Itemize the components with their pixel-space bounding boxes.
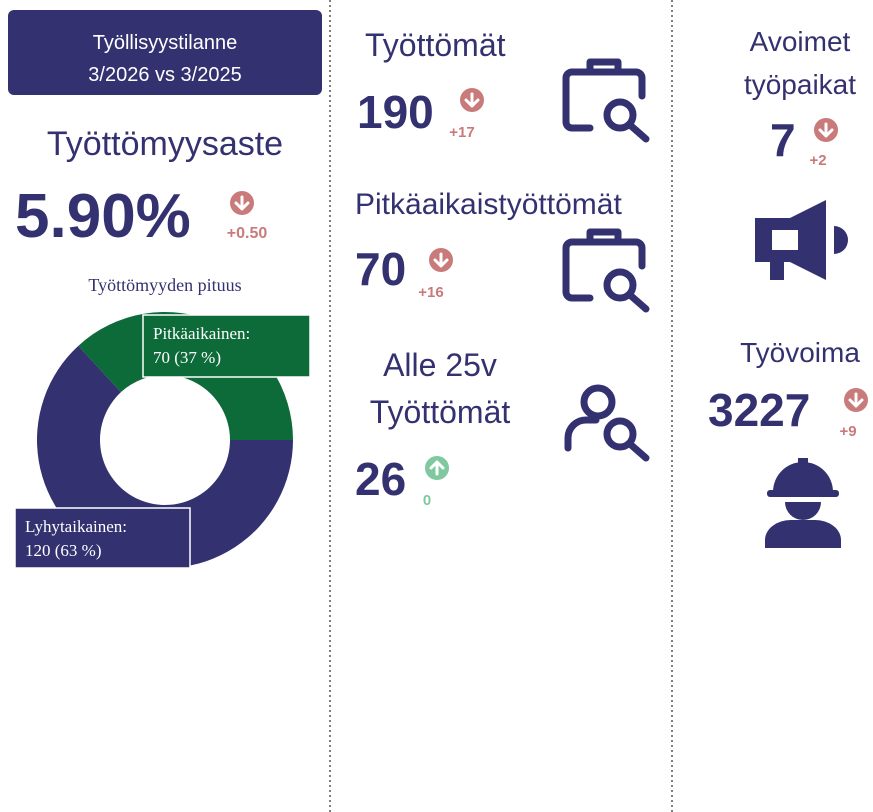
- kpi-change: 0: [423, 492, 431, 509]
- rate-change: +0.50: [227, 225, 268, 242]
- kpi-label: työpaikat: [744, 69, 856, 100]
- header-period: 3/2026 vs 3/2025: [88, 64, 241, 86]
- chart-title: Työttömyyden pituus: [88, 275, 241, 295]
- data-label-box: [14, 507, 191, 569]
- briefcase-search-icon: [562, 228, 650, 313]
- data-label: Lyhytaikainen:: [25, 517, 127, 536]
- kpi-label: Työttömät: [370, 394, 511, 430]
- trend-arrow: [464, 92, 480, 108]
- rate-label: Työttömyysaste: [47, 125, 283, 163]
- kpi-label: Alle 25v: [383, 347, 497, 383]
- kpi-value: 190: [357, 86, 434, 138]
- trend-arrow: [433, 252, 449, 268]
- data-label: Pitkäaikainen:: [153, 324, 250, 343]
- trend-arrow: [848, 392, 864, 408]
- kpi-label: Avoimet: [750, 26, 851, 57]
- kpi-label: Pitkäaikaistyöttömät: [355, 188, 622, 221]
- kpi-change: +17: [449, 124, 474, 141]
- kpi-value: 7: [770, 114, 796, 166]
- worker-icon: [765, 458, 841, 548]
- trend-arrow: [429, 460, 445, 476]
- kpi-value: 26: [355, 453, 406, 505]
- kpi-change: +16: [418, 284, 443, 301]
- data-label: 70 (37 %): [153, 348, 221, 367]
- kpi-value: 3227: [708, 384, 810, 436]
- trend-arrow: [234, 195, 250, 211]
- kpi-change: +2: [809, 152, 826, 169]
- kpi-value: 70: [355, 243, 406, 295]
- header-box: [8, 10, 322, 95]
- header-title: Työllisyystilanne: [93, 32, 238, 54]
- kpi-label: Työttömät: [365, 27, 506, 63]
- data-label: 120 (63 %): [25, 541, 101, 560]
- rate-value: 5.90%: [15, 182, 191, 251]
- kpi-label: Työvoima: [740, 337, 860, 368]
- person-search-icon: [564, 384, 650, 462]
- trend-arrow: [818, 122, 834, 138]
- data-label-box: [142, 314, 311, 378]
- briefcase-search-icon: [562, 58, 650, 143]
- kpi-change: +9: [839, 423, 856, 440]
- megaphone-icon: [755, 200, 848, 280]
